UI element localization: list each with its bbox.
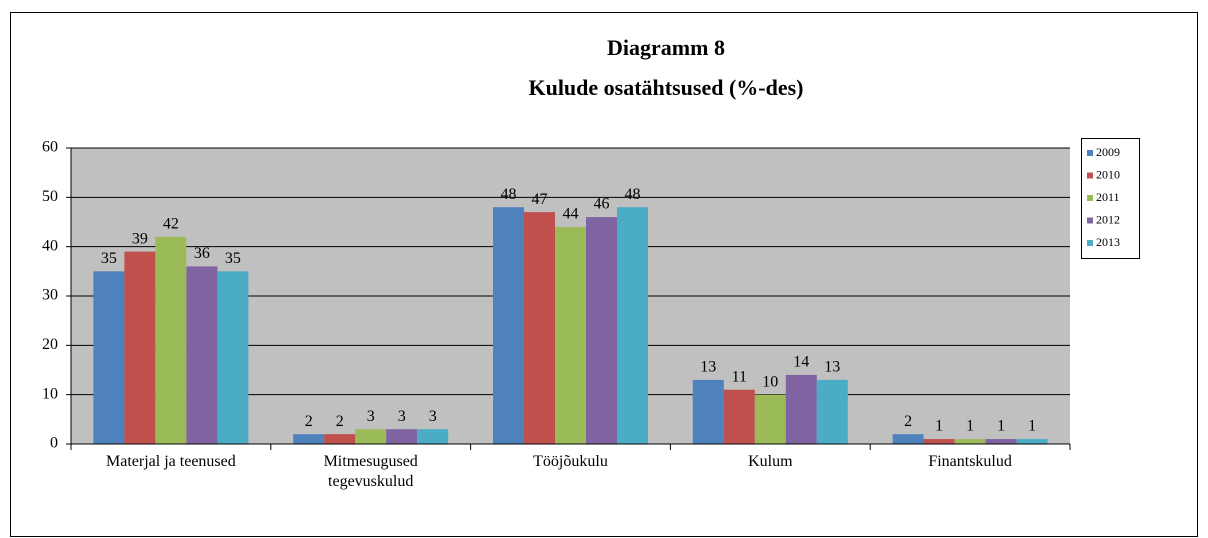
legend-label: 2010 — [1096, 167, 1120, 181]
data-label: 36 — [194, 245, 210, 262]
legend-swatch — [1087, 217, 1093, 224]
y-tick-label: 10 — [42, 385, 58, 402]
bar — [754, 394, 786, 444]
bar — [293, 434, 325, 444]
legend-label: 2011 — [1096, 190, 1120, 204]
x-tick-label: Materjal ja teenused — [106, 453, 236, 470]
data-label: 2 — [336, 413, 344, 430]
x-tick-label: Kulum — [748, 453, 793, 470]
data-label: 1 — [966, 418, 974, 435]
data-label: 13 — [700, 359, 716, 376]
legend-swatch — [1087, 150, 1093, 156]
bar — [93, 271, 125, 444]
bar — [923, 439, 955, 444]
legend-label: 2009 — [1096, 145, 1120, 159]
bar — [386, 429, 418, 444]
x-tick-label-box: Tööjõukulu — [533, 453, 608, 470]
bar — [816, 379, 848, 444]
data-label: 39 — [132, 230, 148, 247]
bar — [692, 379, 724, 444]
legend-swatch — [1087, 195, 1093, 201]
bar — [217, 271, 249, 444]
bar — [1016, 439, 1048, 444]
x-tick-label-box: Kulum — [748, 453, 793, 470]
data-label: 1 — [1028, 418, 1036, 435]
data-label: 3 — [398, 408, 406, 425]
data-label: 10 — [762, 373, 778, 390]
chart-subtitle: Kulude osatähtsused (%-des) — [528, 75, 803, 100]
chart-title: Diagramm 8 — [607, 35, 725, 60]
bar — [493, 207, 524, 444]
data-label: 35 — [225, 250, 241, 267]
bar — [186, 266, 218, 444]
data-label: 35 — [101, 250, 117, 267]
data-label: 48 — [625, 186, 641, 203]
legend-label: 2013 — [1096, 235, 1120, 249]
bar — [155, 236, 187, 444]
legend-label: 2012 — [1096, 212, 1120, 226]
y-tick-label: 50 — [42, 188, 58, 205]
legend-swatch — [1087, 172, 1093, 179]
data-label: 47 — [532, 191, 548, 208]
y-tick-label: 30 — [42, 287, 58, 304]
x-tick-label-box: Mitmesugused tegevuskulud — [323, 453, 418, 490]
data-label: 48 — [501, 186, 517, 203]
legend-swatch — [1087, 240, 1093, 246]
data-label: 2 — [305, 413, 313, 430]
bar — [954, 439, 986, 444]
data-label: 1 — [935, 418, 943, 435]
y-tick-label: 40 — [42, 237, 58, 254]
bar — [555, 226, 586, 444]
x-tick-label: Tööjõukulu — [533, 453, 608, 470]
bar — [586, 217, 617, 444]
bar — [892, 434, 924, 444]
data-label: 11 — [732, 368, 747, 385]
bar — [785, 374, 817, 444]
bar — [124, 251, 156, 444]
bar — [985, 439, 1017, 444]
data-label: 14 — [793, 354, 809, 371]
y-tick-label: 60 — [42, 139, 58, 156]
x-tick-label: Finantskulud — [928, 453, 1012, 470]
data-label: 42 — [163, 215, 179, 232]
bar — [417, 429, 449, 444]
y-tick-label: 20 — [42, 336, 58, 353]
data-label: 13 — [824, 359, 840, 376]
bar — [617, 207, 648, 444]
bar — [723, 389, 755, 444]
data-label: 1 — [997, 418, 1005, 435]
y-tick-label: 0 — [50, 435, 58, 452]
data-label: 3 — [367, 408, 375, 425]
x-tick-label-box: Finantskulud — [928, 453, 1012, 470]
bar — [324, 434, 356, 444]
data-label: 46 — [594, 196, 610, 213]
x-tick-label-box: Materjal ja teenused — [106, 453, 236, 470]
data-label: 44 — [563, 206, 579, 223]
bar — [355, 429, 387, 444]
data-label: 2 — [904, 413, 912, 430]
x-tick-label: Mitmesugused tegevuskulud — [323, 453, 418, 490]
bar — [524, 212, 555, 444]
data-label: 3 — [429, 408, 437, 425]
